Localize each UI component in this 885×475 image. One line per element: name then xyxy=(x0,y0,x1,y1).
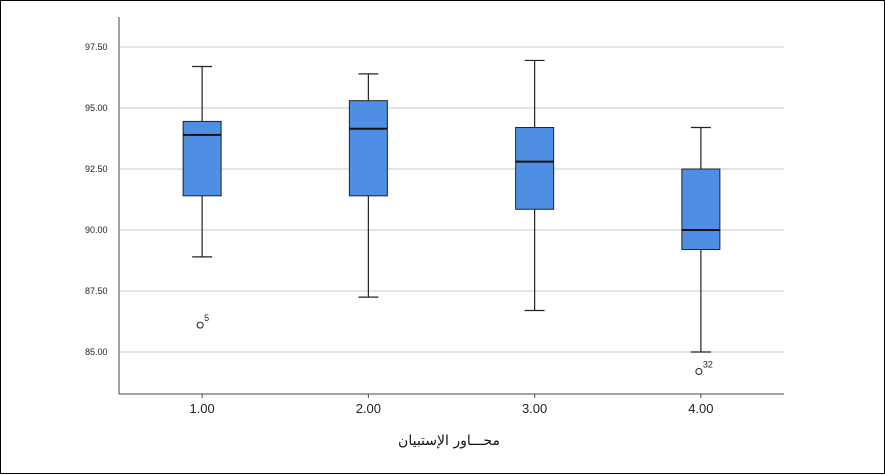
y-tick-label: 87.50 xyxy=(85,286,108,296)
y-tick-label: 95.00 xyxy=(85,103,108,113)
outlier-point xyxy=(695,368,703,376)
iqr-box xyxy=(515,127,555,210)
y-tick-labels: 85.00 87.50 90.00 92.50 95.00 97.50 xyxy=(85,42,108,357)
iqr-box xyxy=(681,168,721,251)
iqr-box xyxy=(348,100,388,197)
box-1: 5 xyxy=(182,65,222,329)
box-3 xyxy=(515,59,555,312)
x-tick-labels: 1.00 2.00 3.00 4.00 xyxy=(189,401,713,416)
x-tick-label: 2.00 xyxy=(356,401,381,416)
x-tick-label: 3.00 xyxy=(522,401,547,416)
grid-lines xyxy=(119,46,784,353)
y-tick-label: 92.50 xyxy=(85,164,108,174)
y-tick-label: 85.00 xyxy=(85,347,108,357)
box-4: 32 xyxy=(681,126,721,376)
y-tick-label: 90.00 xyxy=(85,225,108,235)
box-series: 5 32 xyxy=(182,59,721,376)
box-2 xyxy=(348,73,388,298)
x-tick-label: 1.00 xyxy=(189,401,214,416)
axes xyxy=(118,17,784,398)
y-tick-label: 97.50 xyxy=(85,42,108,52)
x-axis-label: محـــاور الإستبيان xyxy=(398,433,500,449)
iqr-box xyxy=(182,120,222,197)
outlier-label: 32 xyxy=(703,360,713,370)
outlier-point xyxy=(196,321,204,329)
x-tick-label: 4.00 xyxy=(688,401,713,416)
outlier-label: 5 xyxy=(204,313,209,323)
